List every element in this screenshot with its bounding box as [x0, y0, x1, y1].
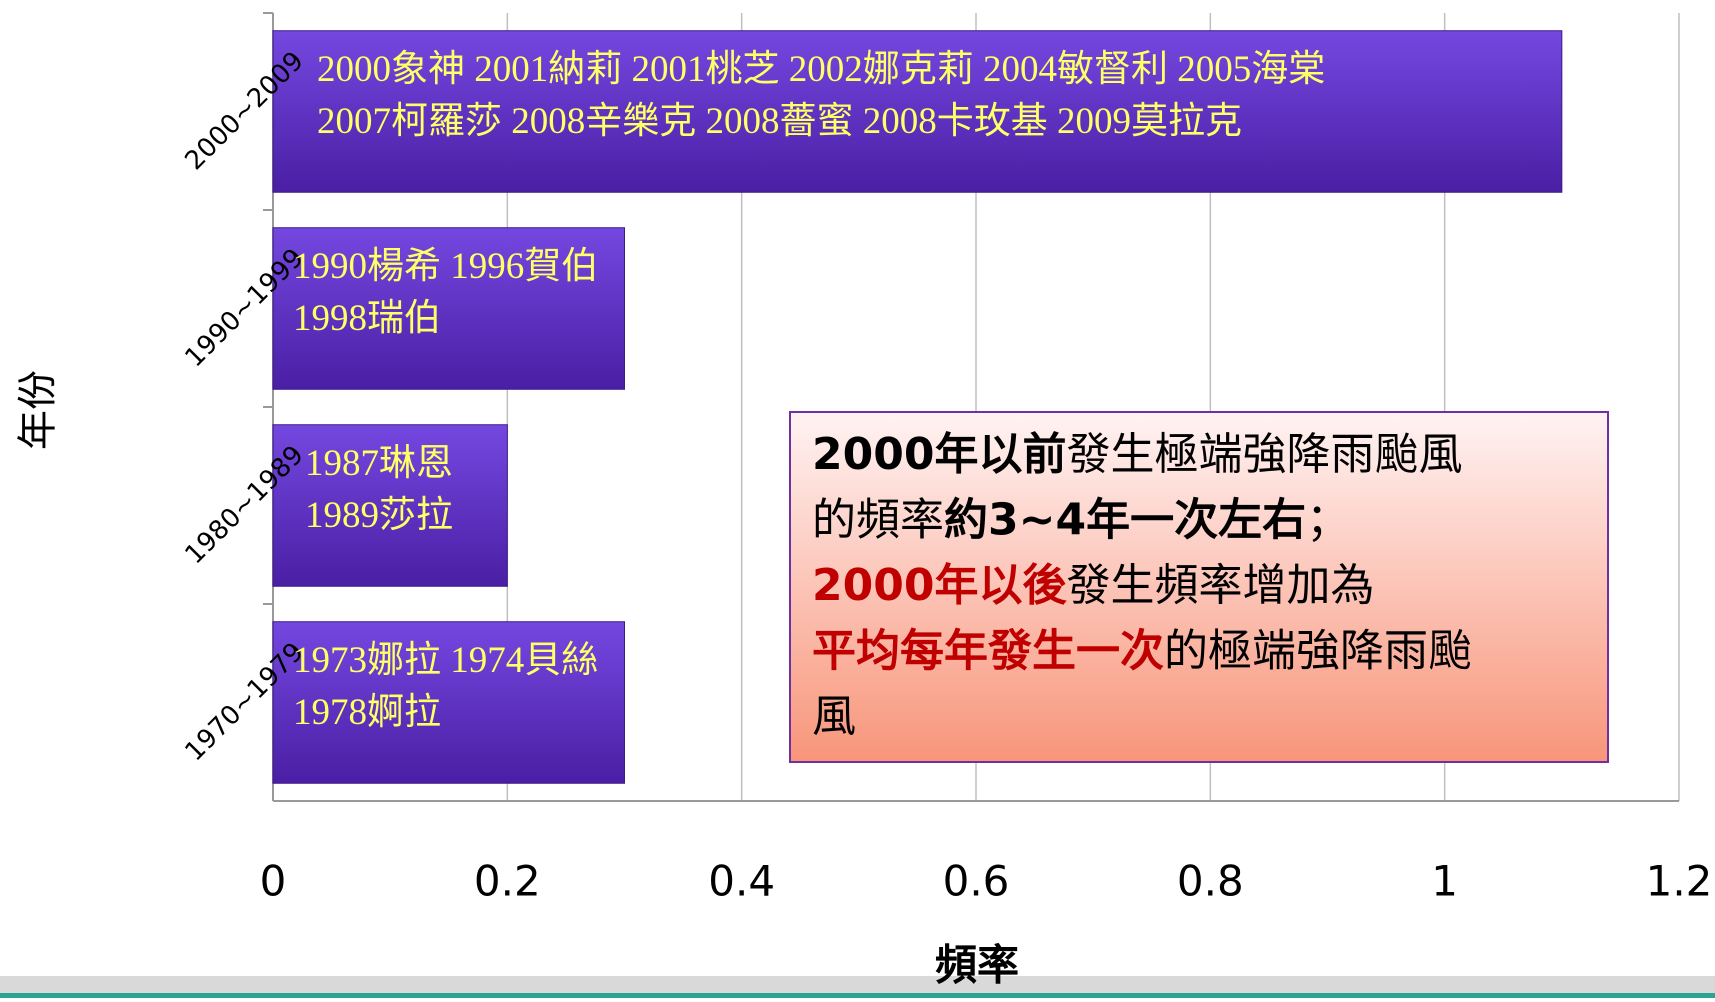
annotation-run: 2000年以前	[812, 429, 1066, 480]
annotation-run: 約3~4年一次左右	[944, 495, 1306, 546]
bar	[272, 227, 625, 390]
bar-label: 1978婀拉	[293, 691, 441, 733]
bar-label: 1998瑞伯	[293, 297, 441, 339]
annotation-run: 的頻率	[812, 495, 944, 546]
x-tick-label: 0.8	[1177, 857, 1244, 906]
bar-label: 1973娜拉 1974貝絲	[293, 639, 598, 681]
annotation-run: 平均每年發生一次	[812, 626, 1164, 677]
bar	[272, 621, 625, 784]
annotation-line: 的頻率約3~4年一次左右；	[812, 495, 1350, 546]
annotation-line: 風	[812, 691, 856, 742]
annotation-run: 風	[812, 691, 856, 742]
y-axis-title: 年份	[15, 370, 61, 450]
bar-label: 2007柯羅莎 2008辛樂克 2008薔蜜 2008卡玫基 2009莫拉克	[317, 100, 1242, 142]
bar	[272, 30, 1563, 193]
bar-label: 1990楊希 1996賀伯	[293, 245, 598, 287]
x-tick-label: 0	[260, 857, 287, 906]
footer-line	[0, 993, 1715, 998]
x-tick-label: 1.2	[1646, 857, 1713, 906]
bar-label: 1987琳恩	[305, 443, 453, 484]
x-tick-label: 0.4	[708, 857, 775, 906]
x-tick-label: 1	[1431, 857, 1458, 906]
annotation-run: 2000年以後	[812, 560, 1067, 611]
annotation-run: ；	[1306, 495, 1350, 546]
annotation-run: 發生頻率增加為	[1066, 560, 1374, 611]
x-tick-label: 0.2	[474, 857, 541, 906]
annotation-line: 2000年以後發生頻率增加為	[812, 560, 1374, 611]
footer-band	[0, 976, 1715, 993]
annotation-run: 發生極端強降雨颱風	[1066, 429, 1462, 480]
annotation-box	[789, 411, 1609, 763]
annotation-run: 的極端強降雨颱	[1164, 626, 1472, 677]
bar-label: 2000象神 2001納莉 2001桃芝 2002娜克莉 2004敏督利 200…	[317, 48, 1325, 90]
x-tick-label: 0.6	[943, 857, 1010, 906]
annotation-line: 平均每年發生一次的極端強降雨颱	[812, 626, 1472, 677]
bar-label: 1989莎拉	[305, 494, 453, 536]
x-axis-title: 頻率	[935, 941, 1019, 990]
bar	[272, 424, 508, 587]
annotation-line: 2000年以前發生極端強降雨颱風	[812, 429, 1462, 480]
